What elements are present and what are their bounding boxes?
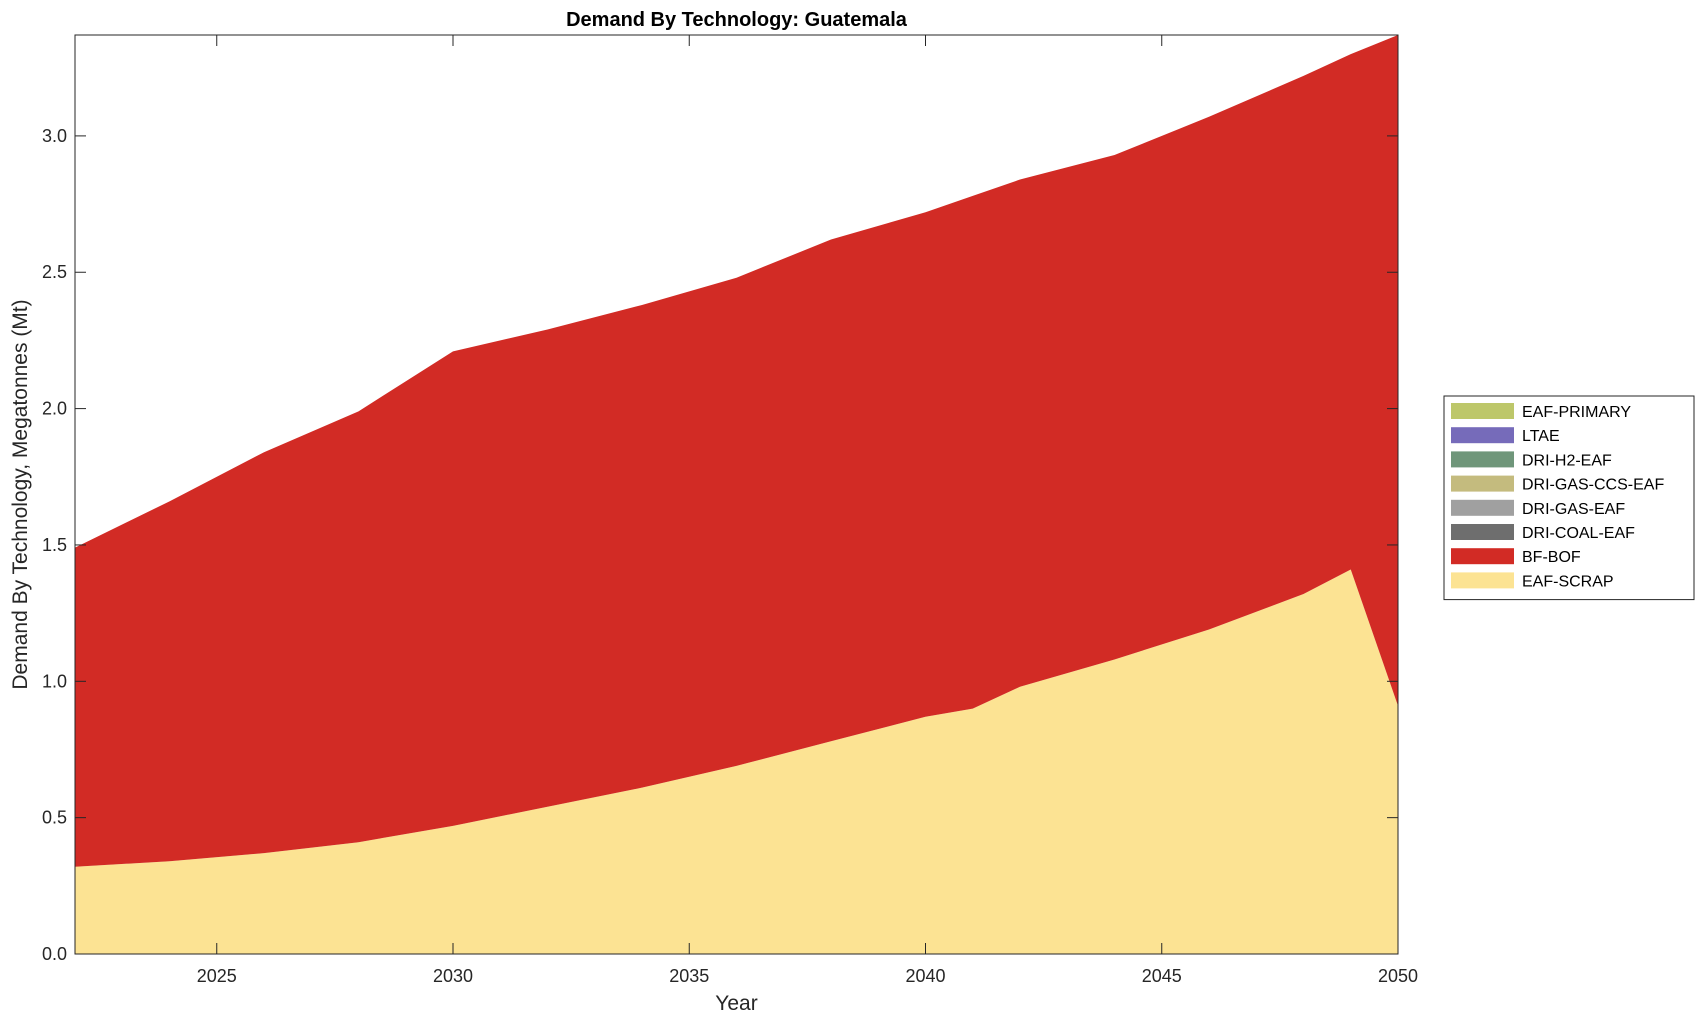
legend-label-bf-bof: BF-BOF <box>1522 549 1581 566</box>
legend-swatch-dri-coal-eaf <box>1451 524 1514 540</box>
x-tick-label: 2050 <box>1378 966 1418 986</box>
legend-label-eaf-primary: EAF-PRIMARY <box>1522 404 1631 421</box>
legend-swatch-ltae <box>1451 427 1514 444</box>
legend-swatch-dri-gas-eaf <box>1451 499 1514 516</box>
legend-box <box>1443 395 1695 601</box>
axes-frame <box>74 34 1399 955</box>
x-axis-ticks: 2025 2030 2035 2040 2045 2050 <box>197 35 1418 986</box>
y-tick-label: 0.0 <box>42 944 67 964</box>
legend-label-dri-gas-ccs-eaf: DRI-GAS-CCS-EAF <box>1522 477 1664 494</box>
legend-label-ltae: LTAE <box>1522 428 1560 445</box>
area-series-group <box>75 35 1398 954</box>
y-tick-label: 2.5 <box>42 262 67 282</box>
y-axis-label: Demand By Technology, Megatonnes (Mt) <box>9 299 32 689</box>
y-tick-label: 2.0 <box>42 399 67 419</box>
x-tick-label: 2025 <box>197 966 237 986</box>
area-bf-bof <box>75 35 1398 867</box>
legend-label-eaf-scrap: EAF-SCRAP <box>1522 573 1614 590</box>
x-tick-label: 2045 <box>1142 966 1182 986</box>
legend-label-dri-h2-eaf: DRI-H2-EAF <box>1522 452 1612 469</box>
x-tick-label: 2035 <box>669 966 709 986</box>
legend: EAF-PRIMARY LTAE DRI-H2-EAF DRI-GAS-CCS-EAF… <box>1443 395 1695 601</box>
x-tick-label: 2030 <box>433 966 473 986</box>
legend-swatch-dri-h2-eaf <box>1451 451 1514 468</box>
x-axis-label: Year <box>715 992 757 1015</box>
chart-title: Demand By Technology: Guatemala <box>566 9 908 31</box>
legend-swatch-eaf-scrap <box>1451 572 1514 589</box>
y-tick-label: 1.5 <box>42 535 67 555</box>
legend-label-dri-coal-eaf: DRI-COAL-EAF <box>1522 525 1635 542</box>
x-tick-label: 2040 <box>905 966 945 986</box>
legend-swatch-bf-bof <box>1451 548 1514 565</box>
y-tick-label: 1.0 <box>42 671 67 691</box>
legend-label-dri-gas-eaf: DRI-GAS-EAF <box>1522 501 1625 518</box>
area-eaf-scrap <box>75 569 1398 954</box>
legend-swatch-dri-gas-ccs-eaf <box>1451 475 1514 492</box>
legend-swatch-eaf-primary <box>1451 403 1514 419</box>
y-axis-ticks: 0.0 0.5 1.0 1.5 2.0 2.5 3.0 <box>42 126 1398 964</box>
y-tick-label: 3.0 <box>42 126 67 146</box>
y-tick-label: 0.5 <box>42 808 67 828</box>
